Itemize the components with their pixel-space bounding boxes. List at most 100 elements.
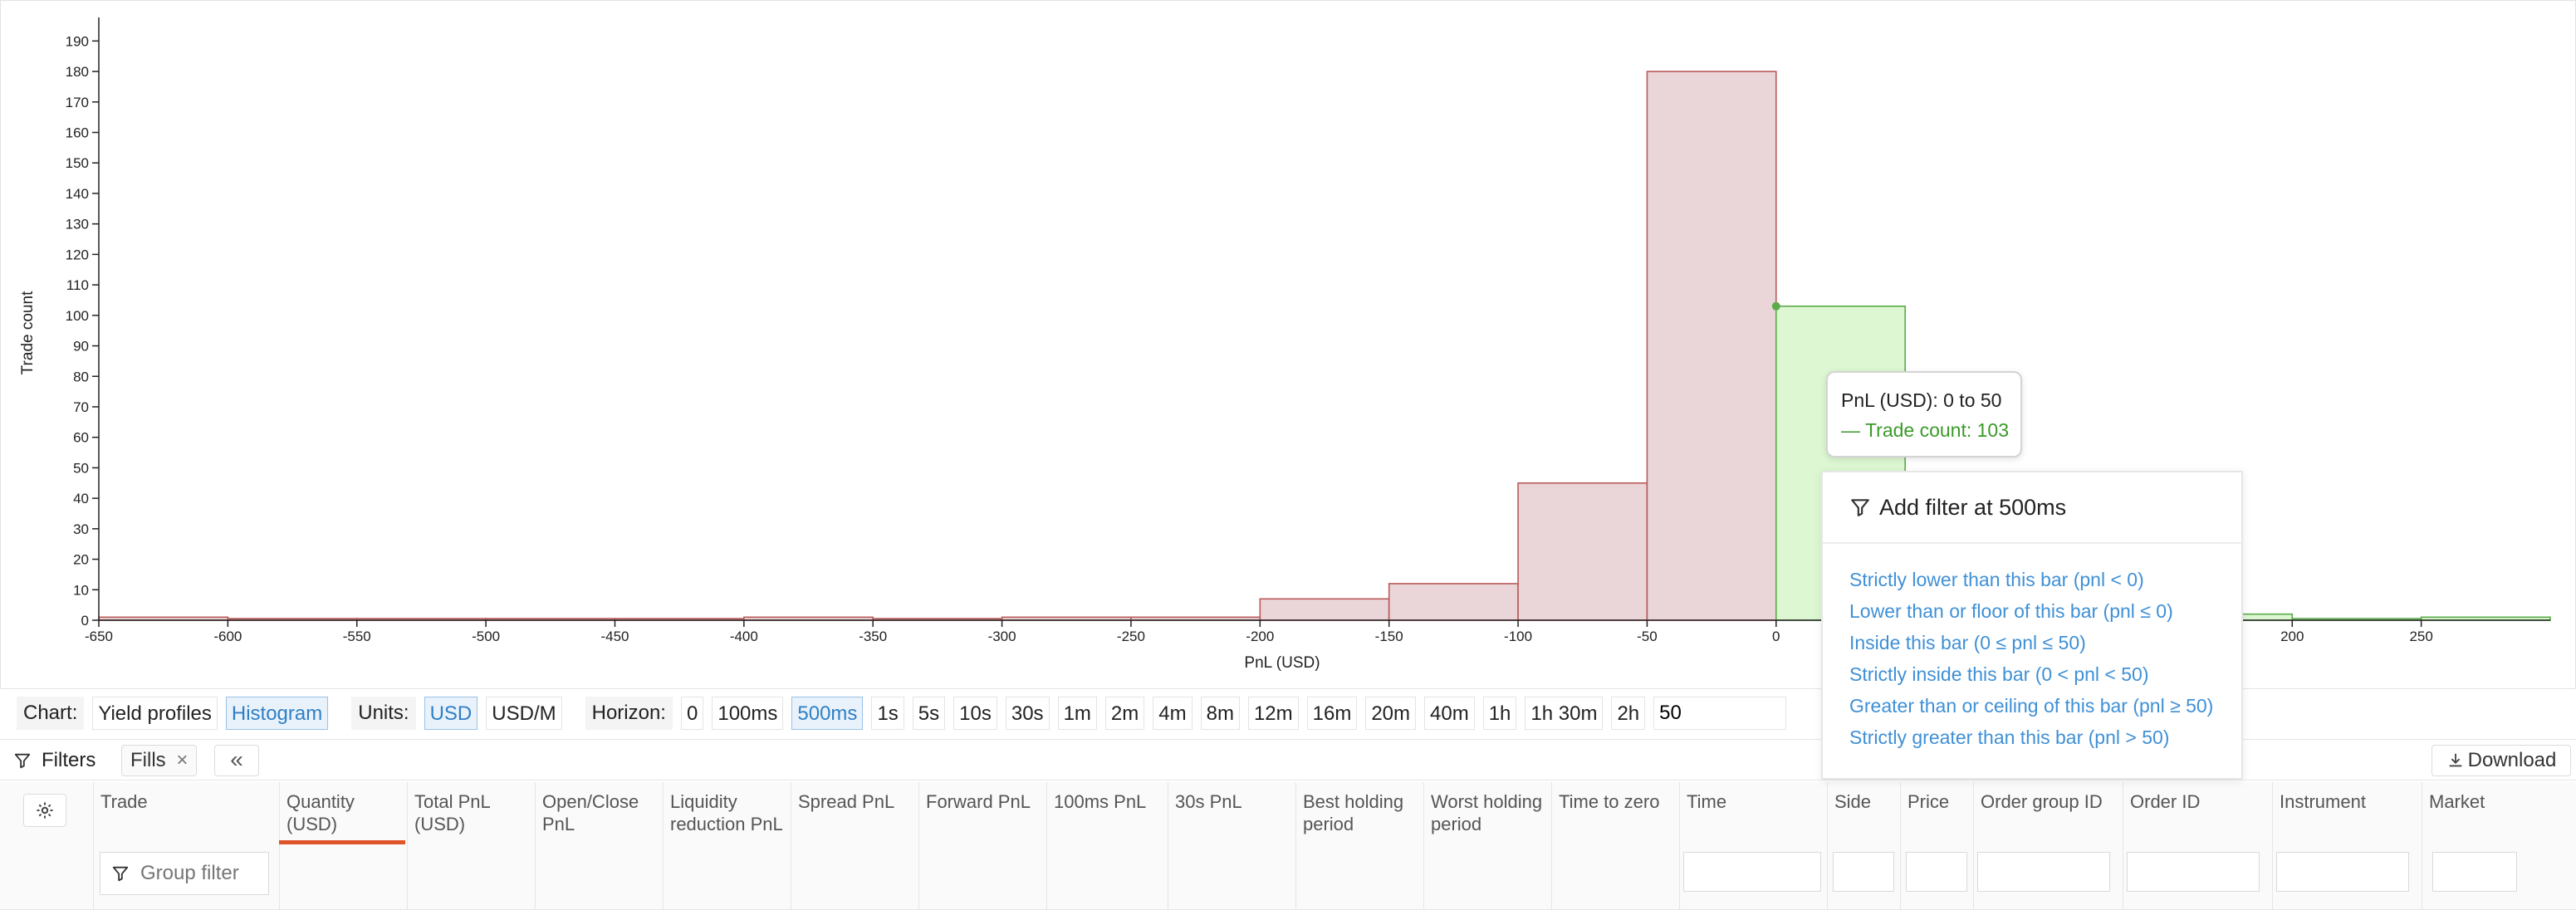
group-filter-input[interactable] bbox=[140, 862, 257, 885]
horizon-label: Horizon: bbox=[585, 697, 673, 730]
tooltip-title: PnL (USD): 0 to 50 bbox=[1841, 389, 2002, 411]
column-header[interactable]: Order ID bbox=[2123, 782, 2272, 910]
horizon-option[interactable]: 100ms bbox=[712, 697, 784, 730]
y-tick-label: 20 bbox=[73, 552, 89, 568]
filter-popup-header: Add filter at 500ms bbox=[1823, 472, 2241, 544]
column-header-label: 30s PnL bbox=[1175, 791, 1242, 812]
filter-option[interactable]: Lower than or floor of this bar (pnl ≤ 0… bbox=[1849, 600, 2173, 622]
column-header[interactable]: Order group ID bbox=[1973, 782, 2123, 910]
y-tick-label: 150 bbox=[66, 155, 89, 171]
column-header[interactable]: Best holding period bbox=[1295, 782, 1423, 910]
download-button[interactable]: Download bbox=[2432, 745, 2571, 776]
horizon-option[interactable]: 1s bbox=[871, 697, 904, 730]
column-header-label: Total PnL (USD) bbox=[414, 791, 490, 834]
y-tick-label: 10 bbox=[73, 582, 89, 598]
column-header-label: Best holding period bbox=[1303, 791, 1404, 834]
column-header[interactable]: Instrument bbox=[2272, 782, 2422, 910]
column-header[interactable]: Forward PnL bbox=[918, 782, 1046, 910]
column-filter-input[interactable] bbox=[2276, 852, 2409, 892]
chart-controls: Chart: Yield profiles Histogram Units: US… bbox=[17, 696, 1787, 731]
column-filter-input[interactable] bbox=[1906, 852, 1967, 892]
units-option[interactable]: USD bbox=[424, 697, 478, 730]
histogram-bar[interactable] bbox=[1646, 71, 1777, 621]
horizon-option[interactable]: 2m bbox=[1104, 697, 1145, 730]
horizon-option[interactable]: 500ms bbox=[791, 697, 864, 730]
column-filter-input[interactable] bbox=[2432, 852, 2517, 892]
x-tick-label: 200 bbox=[2280, 629, 2304, 644]
x-tick-label: -250 bbox=[1117, 629, 1145, 644]
close-icon[interactable]: × bbox=[176, 749, 189, 771]
x-tick-label: -350 bbox=[859, 629, 887, 644]
horizon-option[interactable]: 5s bbox=[912, 697, 946, 730]
tooltip-value: — Trade count: 103 bbox=[1841, 419, 2010, 441]
x-tick-label: -200 bbox=[1246, 629, 1274, 644]
histogram-bar[interactable] bbox=[1388, 583, 1519, 621]
filter-option[interactable]: Strictly inside this bar (0 < pnl < 50) bbox=[1849, 663, 2149, 685]
horizon-option[interactable]: 40m bbox=[1424, 697, 1475, 730]
column-header[interactable]: Quantity (USD) bbox=[279, 782, 407, 910]
column-header[interactable]: Side bbox=[1827, 782, 1900, 910]
double-chevron-left-icon: « bbox=[230, 746, 243, 772]
units-option[interactable]: USD/M bbox=[486, 697, 562, 730]
x-tick-label: -450 bbox=[600, 629, 629, 644]
horizon-option[interactable]: 16m bbox=[1306, 697, 1358, 730]
x-tick-label: -500 bbox=[472, 629, 500, 644]
y-tick-label: 30 bbox=[73, 521, 89, 537]
column-header-label: Price bbox=[1908, 791, 1950, 812]
histogram-bar[interactable] bbox=[1517, 482, 1648, 621]
column-filter-input[interactable] bbox=[1833, 852, 1894, 892]
horizon-option[interactable]: 10s bbox=[953, 697, 997, 730]
group-filter[interactable] bbox=[100, 852, 269, 895]
horizon-custom-input[interactable] bbox=[1653, 697, 1787, 730]
column-header[interactable]: Market bbox=[2422, 782, 2576, 910]
horizon-option[interactable]: 1m bbox=[1057, 697, 1097, 730]
chart-type-option[interactable]: Histogram bbox=[225, 697, 329, 730]
filter-option[interactable]: Strictly lower than this bar (pnl < 0) bbox=[1849, 569, 2144, 590]
horizon-option[interactable]: 0 bbox=[680, 697, 704, 730]
filter-option[interactable]: Inside this bar (0 ≤ pnl ≤ 50) bbox=[1849, 632, 2086, 653]
column-header[interactable]: Worst holding period bbox=[1423, 782, 1551, 910]
collapse-button[interactable]: « bbox=[214, 745, 259, 776]
filter-chip-fills[interactable]: Fills × bbox=[121, 745, 198, 776]
column-header[interactable]: Total PnL (USD) bbox=[407, 782, 535, 910]
histogram-bar[interactable] bbox=[1259, 598, 1390, 621]
chart-type-option[interactable]: Yield profiles bbox=[92, 697, 218, 730]
column-header[interactable]: 100ms PnL bbox=[1046, 782, 1168, 910]
horizon-option[interactable]: 8m bbox=[1200, 697, 1240, 730]
x-tick-label: -100 bbox=[1504, 629, 1532, 644]
column-header-label: Quantity (USD) bbox=[286, 791, 355, 834]
column-header-label: Open/Close PnL bbox=[542, 791, 639, 834]
column-header[interactable]: Time to zero bbox=[1551, 782, 1679, 910]
hover-point bbox=[1771, 301, 1780, 311]
horizon-option[interactable]: 2h bbox=[1611, 697, 1646, 730]
column-header[interactable]: 30s PnL bbox=[1168, 782, 1295, 910]
filters-toggle[interactable]: Filters bbox=[13, 746, 95, 775]
horizon-option[interactable]: 30s bbox=[1005, 697, 1050, 730]
column-header[interactable]: Price bbox=[1900, 782, 1973, 910]
column-filter-input[interactable] bbox=[1977, 852, 2110, 892]
column-header-label: 100ms PnL bbox=[1054, 791, 1147, 812]
filter-option[interactable]: Greater than or ceiling of this bar (pnl… bbox=[1849, 695, 2214, 717]
horizon-option[interactable]: 20m bbox=[1365, 697, 1416, 730]
horizon-option[interactable]: 4m bbox=[1153, 697, 1193, 730]
column-header[interactable]: Time bbox=[1679, 782, 1827, 910]
filter-icon bbox=[112, 866, 129, 882]
bar-tooltip: PnL (USD): 0 to 50 — Trade count: 103 bbox=[1826, 371, 2022, 457]
y-tick-label: 40 bbox=[73, 491, 89, 506]
y-tick-label: 130 bbox=[66, 217, 89, 232]
column-header[interactable]: Liquidity reduction PnL bbox=[663, 782, 791, 910]
table-settings-button[interactable] bbox=[23, 794, 66, 827]
horizon-option[interactable]: 1h 30m bbox=[1525, 697, 1604, 730]
column-header-label: Time bbox=[1687, 791, 1727, 812]
column-filter-input[interactable] bbox=[1683, 852, 1821, 892]
x-tick-label: -600 bbox=[213, 629, 242, 644]
x-tick-label: -400 bbox=[730, 629, 758, 644]
column-filter-input[interactable] bbox=[2127, 852, 2260, 892]
horizon-option[interactable]: 12m bbox=[1247, 697, 1299, 730]
column-header[interactable]: Trade bbox=[93, 782, 279, 910]
horizon-option[interactable]: 1h bbox=[1482, 697, 1517, 730]
column-header-label: Trade bbox=[100, 791, 148, 812]
filter-option[interactable]: Strictly greater than this bar (pnl > 50… bbox=[1849, 727, 2170, 748]
column-header[interactable]: Open/Close PnL bbox=[535, 782, 663, 910]
column-header[interactable]: Spread PnL bbox=[791, 782, 918, 910]
